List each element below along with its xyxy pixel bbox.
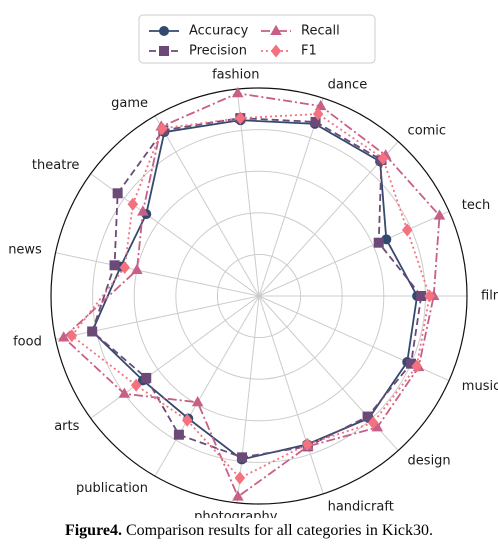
data-point (401, 223, 413, 237)
category-label: news (8, 242, 42, 257)
legend-marker (270, 44, 282, 58)
data-point (301, 437, 313, 451)
legend-label: Accuracy (189, 24, 249, 39)
category-label: tech (462, 198, 490, 213)
data-point (424, 289, 435, 303)
data-point (118, 387, 131, 398)
legend-entry-precision: Precision (149, 44, 247, 59)
legend-marker (159, 46, 169, 56)
figure-caption-text: Comparison results for all categories in… (121, 522, 434, 539)
grid-spoke (236, 295, 260, 503)
data-point (373, 237, 384, 248)
legend: Accuracy Precision Recall F1 (138, 14, 376, 64)
data-point (411, 359, 422, 373)
category-label: dance (328, 77, 368, 92)
radar-series (57, 87, 446, 501)
legend-label: Recall (301, 24, 340, 39)
legend-marker (270, 24, 282, 35)
data-point (314, 99, 327, 111)
data-point (137, 205, 149, 216)
grid-spoke (258, 210, 450, 297)
category-label: comic (408, 124, 447, 139)
data-point (377, 151, 389, 165)
data-point (112, 188, 123, 199)
grid-spoke (55, 252, 260, 297)
data-point (130, 378, 142, 392)
data-point (232, 490, 244, 501)
category-label: films (481, 289, 498, 304)
data-point (191, 396, 204, 407)
category-label: game (111, 96, 148, 111)
outer-ring (50, 87, 468, 505)
legend-entry-recall: Recall (261, 24, 340, 39)
data-point (119, 260, 130, 274)
figure-caption: Figure4. Comparison results for all cate… (0, 522, 498, 540)
category-label: theatre (32, 158, 79, 173)
data-point (416, 291, 427, 301)
category-labels: films tech comic dance fashion game theatre new… (8, 68, 498, 518)
series-line (91, 117, 423, 459)
data-point (381, 234, 392, 245)
grid-spoke (258, 295, 324, 494)
data-point (237, 452, 248, 463)
data-point (406, 358, 417, 369)
legend-box (138, 14, 376, 64)
radar-grid (50, 87, 468, 505)
grid-spoke (154, 115, 260, 297)
category-label: arts (54, 419, 79, 434)
category-label: handicraft (328, 500, 394, 515)
legend-label: F1 (301, 44, 317, 59)
data-point (234, 471, 246, 485)
category-label: publication (76, 481, 148, 496)
data-point (131, 263, 143, 275)
grid-spoke (258, 98, 324, 297)
data-point (57, 331, 70, 342)
legend-entry-f1: F1 (261, 44, 317, 59)
data-point (231, 87, 244, 98)
data-point (109, 260, 120, 271)
data-point (310, 116, 321, 127)
data-point (362, 411, 373, 422)
data-point (173, 429, 184, 440)
legend-entry-accuracy: Accuracy (149, 24, 249, 39)
data-point (312, 107, 324, 121)
radar-chart: films tech comic dance fashion game theatre new… (8, 14, 498, 518)
data-point (433, 209, 446, 220)
data-point (371, 421, 384, 432)
grid-spoke (258, 141, 399, 297)
category-label: design (408, 453, 451, 468)
data-point (127, 197, 139, 211)
legend-label: Precision (189, 44, 247, 59)
category-label: photography (194, 509, 278, 518)
data-point (235, 111, 246, 125)
data-point (66, 329, 78, 343)
category-label: food (13, 335, 42, 350)
category-label: music (462, 379, 498, 394)
grid-spoke (154, 295, 260, 477)
figure-label: Figure4. (64, 522, 122, 539)
series-f1 (66, 107, 435, 485)
data-point (367, 416, 379, 430)
data-point (141, 372, 152, 383)
legend-marker (159, 26, 169, 36)
data-point (157, 121, 168, 135)
grid-spoke (90, 295, 260, 419)
data-point (181, 413, 193, 427)
category-label: fashion (212, 68, 259, 83)
data-point (87, 326, 98, 337)
